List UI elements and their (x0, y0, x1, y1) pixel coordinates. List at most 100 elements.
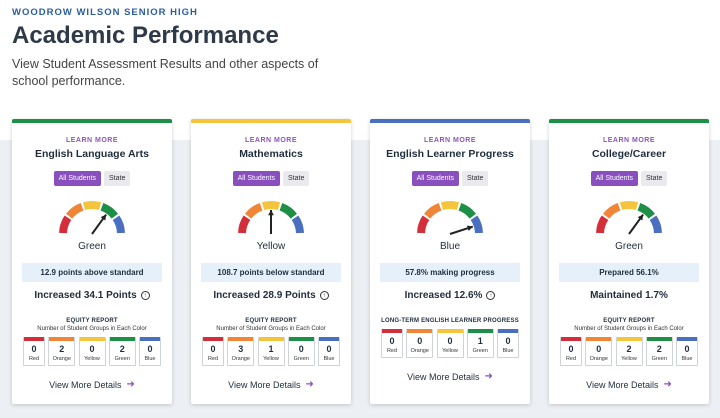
arrow-right-icon: ➜ (305, 379, 314, 390)
chip-label: Blue (144, 356, 156, 362)
chip-count: 2 (59, 344, 65, 354)
view-more-details-link[interactable]: View More Details ➜ (12, 379, 172, 390)
report-header: LONG-TERM ENGLISH LEARNER PROGRESS (370, 318, 530, 324)
state-button[interactable]: State (104, 171, 131, 186)
learn-more-link[interactable]: LEARN MORE (602, 137, 656, 144)
gauge-needle-head (466, 225, 473, 231)
status-text: Prepared 56.1% (559, 263, 699, 282)
chip-label: Orange (52, 356, 71, 362)
equity-chip-orange: 0 Orange (406, 329, 434, 358)
performance-color: Blue (439, 241, 460, 252)
equity-chips: 0 Red 2 Orange 0 Yellow 2 Green 0 Blue (23, 337, 161, 366)
chip-color-bar (586, 337, 612, 341)
chip-count: 0 (596, 344, 602, 354)
chip-label: Green (114, 356, 130, 362)
chip-count: 3 (238, 344, 244, 354)
chip-count: 1 (268, 344, 274, 354)
chip-count: 0 (447, 336, 453, 346)
equity-chips: 0 Red 0 Orange 2 Yellow 2 Green 0 Blue (560, 337, 698, 366)
chip-color-bar (140, 337, 160, 341)
indicator-card: LEARN MORE English Language Arts All Stu… (12, 119, 172, 404)
performance-color: Green (615, 241, 643, 252)
gauge-segment-orange (65, 202, 84, 219)
gauge-segment-blue (291, 215, 304, 234)
gauge-segment-red (59, 215, 72, 234)
chip-count: 0 (568, 344, 574, 354)
change-text: Maintained 1.7% (549, 290, 709, 301)
chip-label: Green (651, 356, 667, 362)
arrow-right-icon: ➜ (663, 379, 672, 390)
all-students-button[interactable]: All Students (232, 171, 280, 186)
equity-chip-green: 1 Green (466, 329, 494, 358)
view-more-details-link[interactable]: View More Details ➜ (549, 379, 709, 390)
school-name: WOODROW WILSON SENIOR HIGH (12, 7, 198, 18)
gauge-segment-green (637, 202, 656, 219)
chip-count: 2 (119, 344, 125, 354)
info-icon[interactable]: ↑ (140, 291, 150, 300)
equity-chip-yellow: 2 Yellow (615, 337, 643, 366)
indicator-card: LEARN MORE College/Career All Students S… (549, 119, 709, 404)
all-students-button[interactable]: All Students (590, 171, 638, 186)
equity-chip-orange: 0 Orange (585, 337, 613, 366)
chip-label: Red (28, 356, 40, 362)
chip-count: 0 (210, 344, 216, 354)
chip-count: 0 (298, 344, 304, 354)
chip-color-bar (407, 329, 433, 333)
equity-chip-green: 2 Green (108, 337, 136, 366)
info-icon[interactable]: ↑ (319, 291, 329, 300)
gauge-needle-head (637, 214, 644, 221)
view-more-details-link[interactable]: View More Details ➜ (370, 371, 530, 382)
performance-color: Yellow (256, 241, 286, 252)
chip-label: Blue (323, 356, 335, 362)
info-icon[interactable]: ↑ (486, 291, 496, 300)
chip-color-bar (109, 337, 135, 341)
state-button[interactable]: State (283, 171, 310, 186)
gauge-segment-blue (112, 215, 125, 234)
details-label: View More Details (49, 379, 122, 390)
change-label: Increased 12.6% (404, 290, 483, 301)
chip-label: Blue (681, 356, 693, 362)
equity-chip-orange: 3 Orange (227, 337, 255, 366)
equity-chip-red: 0 Red (381, 329, 403, 358)
view-more-details-link[interactable]: View More Details ➜ (191, 379, 351, 390)
equity-chip-yellow: 0 Yellow (78, 337, 106, 366)
gauge-segment-yellow (82, 201, 102, 211)
chip-color-bar (646, 337, 672, 341)
chip-color-bar (616, 337, 642, 341)
chip-label: Green (472, 348, 488, 354)
indicator-name: English Language Arts (35, 148, 149, 160)
report-header: EQUITY REPORT Number of Student Groups i… (191, 318, 351, 332)
chip-count: 2 (626, 344, 632, 354)
report-title: EQUITY REPORT (66, 318, 118, 324)
chip-label: Orange (589, 356, 608, 362)
change-label: Increased 28.9 Points (213, 290, 316, 301)
details-label: View More Details (586, 379, 659, 390)
chip-label: Yellow (442, 348, 458, 354)
state-button[interactable]: State (462, 171, 489, 186)
status-text: 57.8% making progress (380, 263, 520, 282)
chip-label: Red (207, 356, 219, 362)
chip-color-bar (228, 337, 254, 341)
chip-label: Blue (502, 348, 514, 354)
learn-more-link[interactable]: LEARN MORE (65, 137, 119, 144)
chip-color-bar (382, 329, 402, 333)
report-header: EQUITY REPORT Number of Student Groups i… (12, 318, 172, 332)
change-label: Maintained 1.7% (590, 290, 668, 301)
report-subtitle: Number of Student Groups in Each Color (216, 326, 326, 332)
chip-color-bar (498, 329, 518, 333)
chip-count: 0 (389, 336, 395, 346)
equity-chip-orange: 2 Orange (48, 337, 76, 366)
gauge-segment-yellow (619, 201, 639, 211)
equity-chip-blue: 0 Blue (318, 337, 340, 366)
all-students-button[interactable]: All Students (53, 171, 101, 186)
state-button[interactable]: State (641, 171, 668, 186)
equity-chip-green: 2 Green (645, 337, 673, 366)
equity-chip-yellow: 0 Yellow (436, 329, 464, 358)
chip-label: Yellow (84, 356, 100, 362)
learn-more-link[interactable]: LEARN MORE (423, 137, 477, 144)
chip-count: 0 (147, 344, 153, 354)
all-students-button[interactable]: All Students (411, 171, 459, 186)
learn-more-link[interactable]: LEARN MORE (244, 137, 298, 144)
chip-count: 2 (656, 344, 662, 354)
gauge-segment-green (458, 202, 477, 219)
